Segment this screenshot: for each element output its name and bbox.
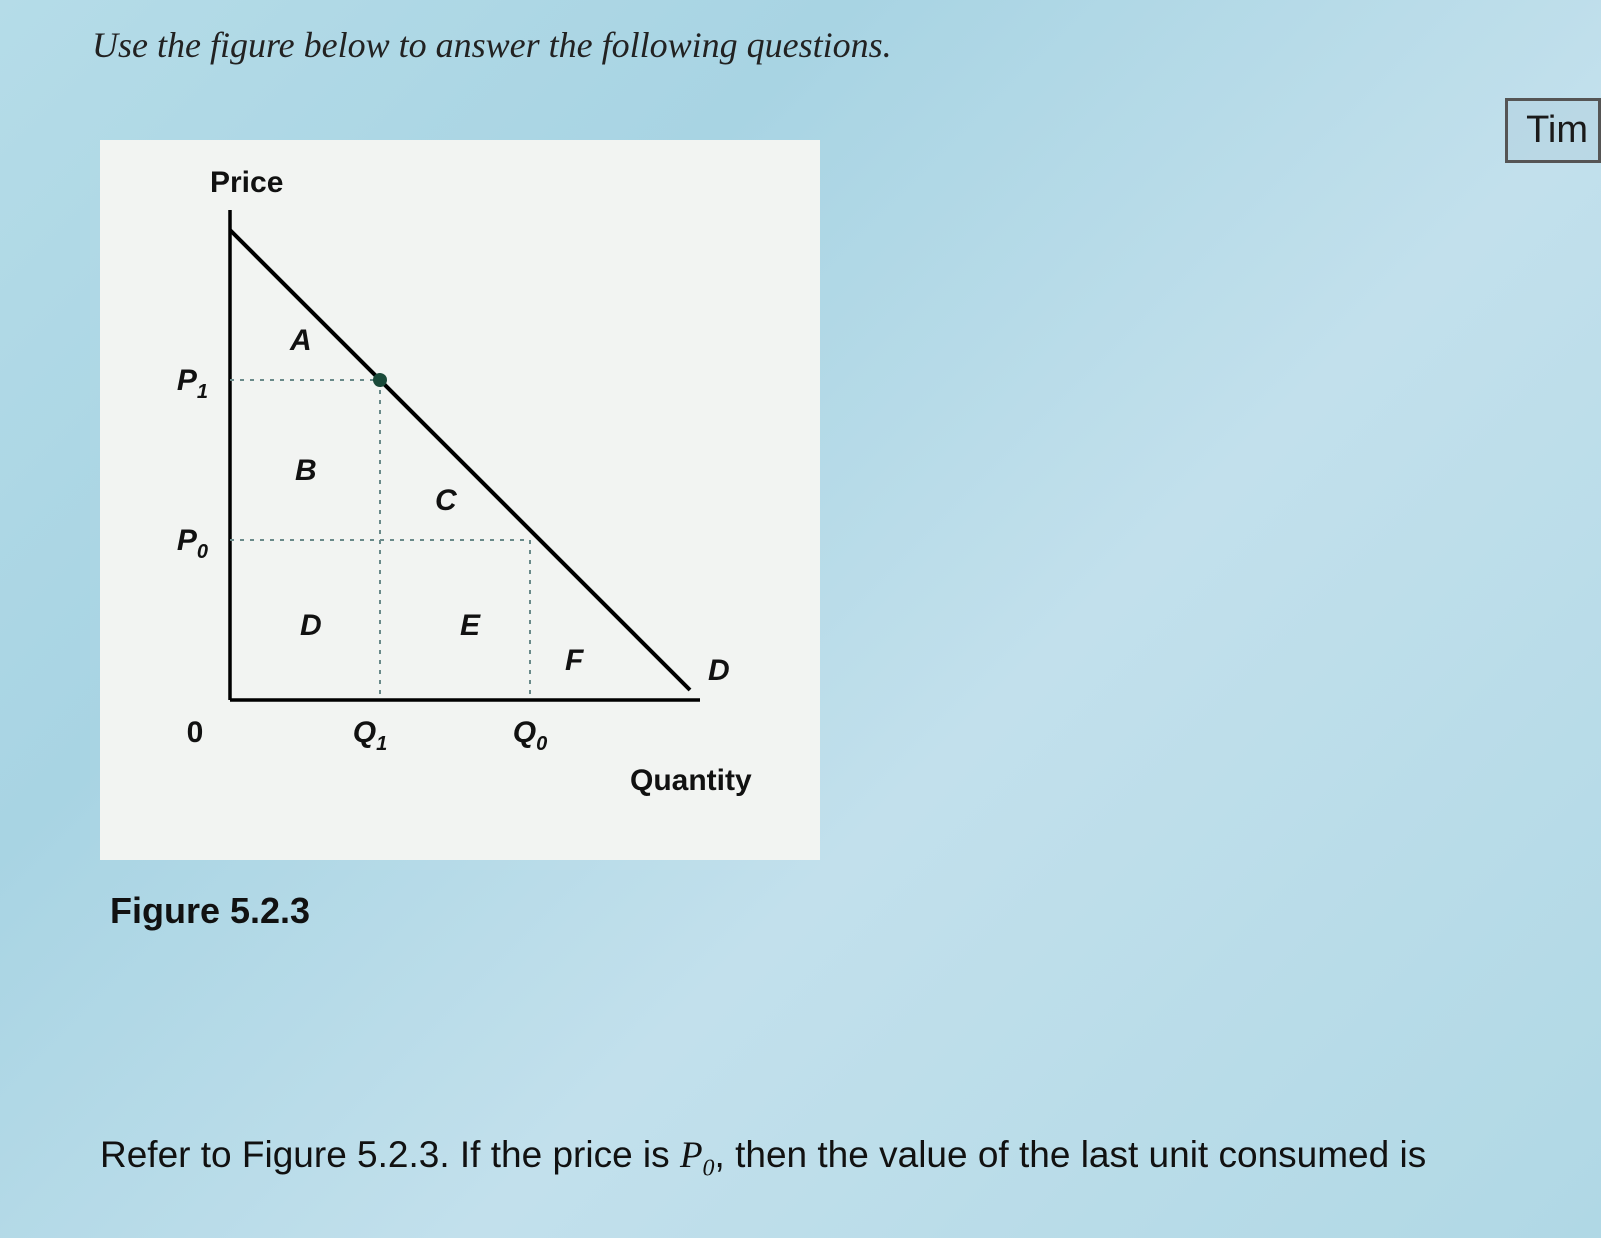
region-label-e: E — [460, 609, 481, 642]
x-tick: Q1 — [353, 716, 387, 755]
origin-label: 0 — [187, 716, 204, 749]
question-prefix: Refer to Figure 5.2.3. If the price is — [100, 1134, 680, 1175]
question-text: Refer to Figure 5.2.3. If the price is P… — [100, 1130, 1581, 1185]
question-var-sub: 0 — [703, 1155, 715, 1181]
question-var: P — [680, 1135, 703, 1176]
region-labels: A B C D E F — [289, 324, 584, 677]
figure-caption: Figure 5.2.3 — [110, 890, 310, 932]
demand-label: D — [708, 654, 730, 687]
point-p1-q1 — [373, 373, 387, 387]
y-tick: P0 — [177, 524, 208, 563]
instruction-text: Use the figure below to answer the follo… — [92, 24, 892, 66]
question-suffix: , then the value of the last unit consum… — [715, 1134, 1427, 1175]
x-tick-labels: Q1 Q0 — [353, 716, 547, 755]
y-tick: P1 — [177, 364, 208, 403]
time-box: Tim — [1505, 98, 1601, 163]
region-label-b: B — [295, 454, 317, 487]
y-axis-title: Price — [210, 166, 283, 199]
demand-chart: P1 P0 Q1 Q0 0 Price Quantity D A B C D E F — [100, 140, 820, 860]
region-label-c: C — [435, 484, 458, 517]
y-tick-labels: P1 P0 — [177, 364, 208, 563]
x-tick: Q0 — [513, 716, 547, 755]
region-label-d: D — [300, 609, 322, 642]
region-label-a: A — [289, 324, 312, 357]
guide-lines — [230, 380, 530, 700]
x-axis-title: Quantity — [630, 764, 752, 797]
region-label-f: F — [565, 644, 584, 677]
figure-container: P1 P0 Q1 Q0 0 Price Quantity D A B C D E F — [100, 140, 820, 860]
